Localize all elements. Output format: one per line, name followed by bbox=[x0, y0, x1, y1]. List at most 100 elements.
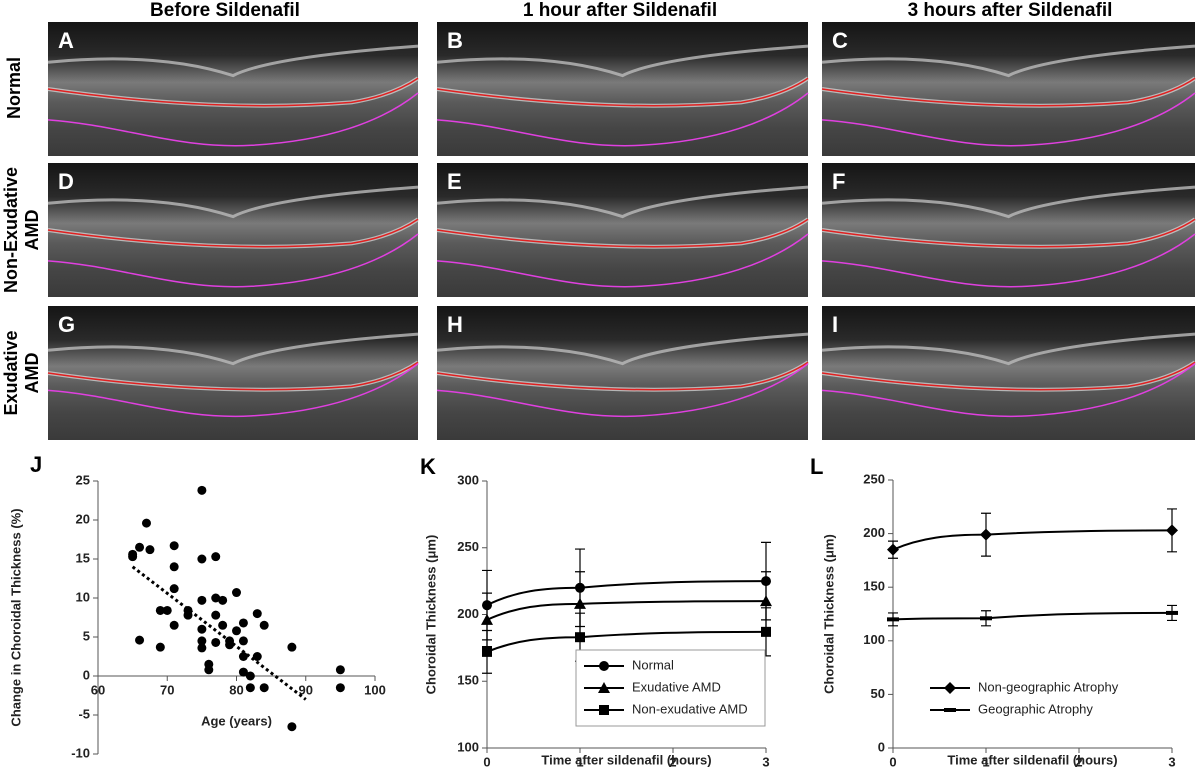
panel-letter: D bbox=[58, 169, 74, 194]
marker bbox=[574, 597, 586, 609]
retina-surface bbox=[47, 44, 419, 78]
marker bbox=[575, 632, 585, 643]
y-tick-label: 20 bbox=[76, 511, 90, 526]
marker bbox=[1166, 524, 1178, 537]
marker bbox=[599, 661, 609, 671]
y-axis-label: Change in Choroidal Thickness (%) bbox=[8, 508, 23, 726]
panel-letter: G bbox=[58, 312, 75, 337]
y-tick-label: 250 bbox=[457, 539, 479, 554]
scatter-point bbox=[169, 620, 179, 630]
scatter-point bbox=[238, 667, 248, 677]
series-line bbox=[892, 611, 1173, 621]
y-tick-label: 15 bbox=[76, 550, 90, 565]
retina-surface bbox=[436, 332, 809, 366]
panel-letter: H bbox=[447, 312, 463, 337]
red-boundary bbox=[47, 361, 419, 391]
marker bbox=[481, 613, 493, 625]
chart-panel-letter: J bbox=[30, 452, 42, 477]
chart-panel-letter: K bbox=[420, 454, 436, 479]
scatter-point bbox=[169, 562, 179, 572]
scatter-point bbox=[252, 652, 262, 661]
scatter-point bbox=[218, 595, 228, 605]
retina-surface bbox=[821, 44, 1196, 78]
x-tick-label: 3 bbox=[1168, 754, 1175, 769]
scatter-point bbox=[287, 642, 297, 652]
series-line bbox=[486, 580, 767, 607]
scatter-point bbox=[155, 605, 165, 615]
oct-background bbox=[437, 163, 808, 297]
magenta-boundary bbox=[821, 92, 1196, 147]
red-boundary bbox=[821, 77, 1196, 107]
chart: J -10 -5 0 5 10 15 20 25 60 70 80 90 100 Change in Cho… bbox=[8, 452, 385, 761]
y-tick-label: 150 bbox=[457, 673, 479, 688]
row-label: ExudativeAMD bbox=[1, 330, 42, 415]
oct-image: D bbox=[47, 163, 420, 297]
scatter-point bbox=[238, 618, 248, 628]
magenta-boundary bbox=[436, 92, 809, 147]
legend-label: Non-geographic Atrophy bbox=[978, 679, 1119, 694]
red-boundary bbox=[436, 77, 809, 107]
y-tick-label: 200 bbox=[863, 525, 885, 540]
oct-image: G bbox=[47, 306, 420, 440]
panel-letter: B bbox=[447, 28, 463, 53]
scatter-point bbox=[211, 637, 221, 647]
marker bbox=[599, 705, 609, 715]
x-tick-label: 3 bbox=[762, 754, 769, 769]
magenta-boundary bbox=[821, 233, 1196, 288]
oct-image: F bbox=[821, 163, 1197, 297]
scatter-point bbox=[197, 636, 207, 646]
panel-letter: E bbox=[447, 169, 462, 194]
x-tick-label: 70 bbox=[160, 682, 174, 697]
retina-surface bbox=[47, 332, 419, 366]
oct-background bbox=[822, 163, 1195, 297]
x-tick-label: 1 bbox=[982, 754, 989, 769]
scatter-point bbox=[259, 620, 269, 630]
chart-panel-letter: L bbox=[810, 454, 823, 479]
marker bbox=[980, 528, 992, 541]
marker bbox=[482, 646, 492, 657]
scatter-point bbox=[169, 541, 179, 551]
row-label: Non-ExudativeAMD bbox=[1, 167, 42, 293]
retina-surface bbox=[47, 185, 419, 219]
red-boundary bbox=[821, 218, 1196, 248]
legend-label: Non-exudative AMD bbox=[632, 701, 748, 716]
series-line bbox=[486, 600, 767, 621]
legend-label: Exudative AMD bbox=[632, 679, 721, 694]
scatter-point bbox=[135, 635, 145, 645]
marker bbox=[760, 595, 772, 607]
y-tick-label: 300 bbox=[457, 472, 479, 487]
series-line bbox=[486, 630, 767, 653]
x-tick-label: 90 bbox=[299, 682, 313, 697]
x-axis-label: Time after sildenafil (hours) bbox=[541, 752, 711, 767]
oct-image: A bbox=[47, 22, 420, 156]
y-tick-label: 5 bbox=[83, 628, 90, 643]
oct-background bbox=[48, 22, 418, 156]
magenta-boundary bbox=[436, 233, 809, 288]
y-tick-label: 100 bbox=[863, 632, 885, 647]
panel-letter: F bbox=[832, 169, 845, 194]
row-label-line: Exudative bbox=[1, 330, 21, 415]
oct-background bbox=[437, 306, 808, 440]
oct-image: I bbox=[821, 306, 1197, 440]
scatter-point bbox=[204, 665, 214, 675]
scatter-point bbox=[211, 552, 221, 562]
magenta-boundary bbox=[47, 233, 419, 288]
scatter-point bbox=[197, 624, 207, 634]
marker bbox=[761, 626, 771, 637]
marker bbox=[980, 616, 992, 621]
marker bbox=[1166, 610, 1178, 615]
scatter-point bbox=[145, 545, 155, 555]
scatter-point bbox=[259, 683, 269, 693]
scatter-point bbox=[135, 542, 145, 552]
y-tick-label: 0 bbox=[83, 667, 90, 682]
y-tick-label: 100 bbox=[457, 739, 479, 754]
oct-background bbox=[48, 163, 418, 297]
scatter-point bbox=[128, 549, 138, 559]
y-tick-label: -5 bbox=[78, 706, 90, 721]
scatter-point bbox=[183, 610, 193, 620]
y-axis-label: Choroidal Thickness (μm) bbox=[821, 534, 836, 694]
legend-label: Geographic Atrophy bbox=[978, 701, 1093, 716]
x-tick-label: 2 bbox=[1075, 754, 1082, 769]
scatter-point bbox=[211, 593, 221, 603]
